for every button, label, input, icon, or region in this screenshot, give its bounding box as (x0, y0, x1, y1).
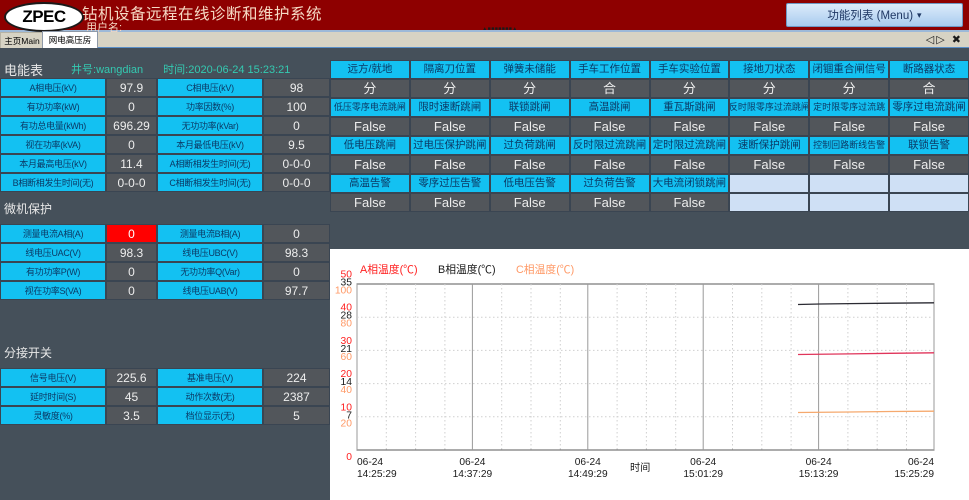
svg-text:A相温度(℃): A相温度(℃) (360, 262, 418, 276)
svg-text:60: 60 (341, 352, 353, 363)
svg-text:15:01:29: 15:01:29 (683, 469, 723, 480)
svg-text:80: 80 (341, 319, 353, 330)
svg-text:100: 100 (335, 286, 352, 297)
svg-text:15:25:29: 15:25:29 (894, 469, 934, 480)
svg-text:40: 40 (341, 385, 353, 396)
svg-text:06-24: 06-24 (357, 457, 383, 468)
svg-text:06-24: 06-24 (459, 457, 485, 468)
svg-text:14:25:29: 14:25:29 (357, 469, 397, 480)
svg-text:14:49:29: 14:49:29 (568, 469, 608, 480)
svg-text:时间: 时间 (630, 461, 650, 474)
svg-text:C相温度(℃): C相温度(℃) (516, 262, 574, 276)
svg-text:15:13:29: 15:13:29 (799, 469, 839, 480)
svg-text:06-24: 06-24 (575, 457, 601, 468)
svg-text:06-24: 06-24 (908, 457, 934, 468)
svg-text:B相温度(℃): B相温度(℃) (438, 262, 496, 276)
svg-text:0: 0 (346, 452, 352, 463)
svg-text:20: 20 (341, 418, 353, 429)
svg-text:06-24: 06-24 (690, 457, 716, 468)
svg-text:06-24: 06-24 (806, 457, 832, 468)
svg-text:14:37:29: 14:37:29 (453, 469, 493, 480)
